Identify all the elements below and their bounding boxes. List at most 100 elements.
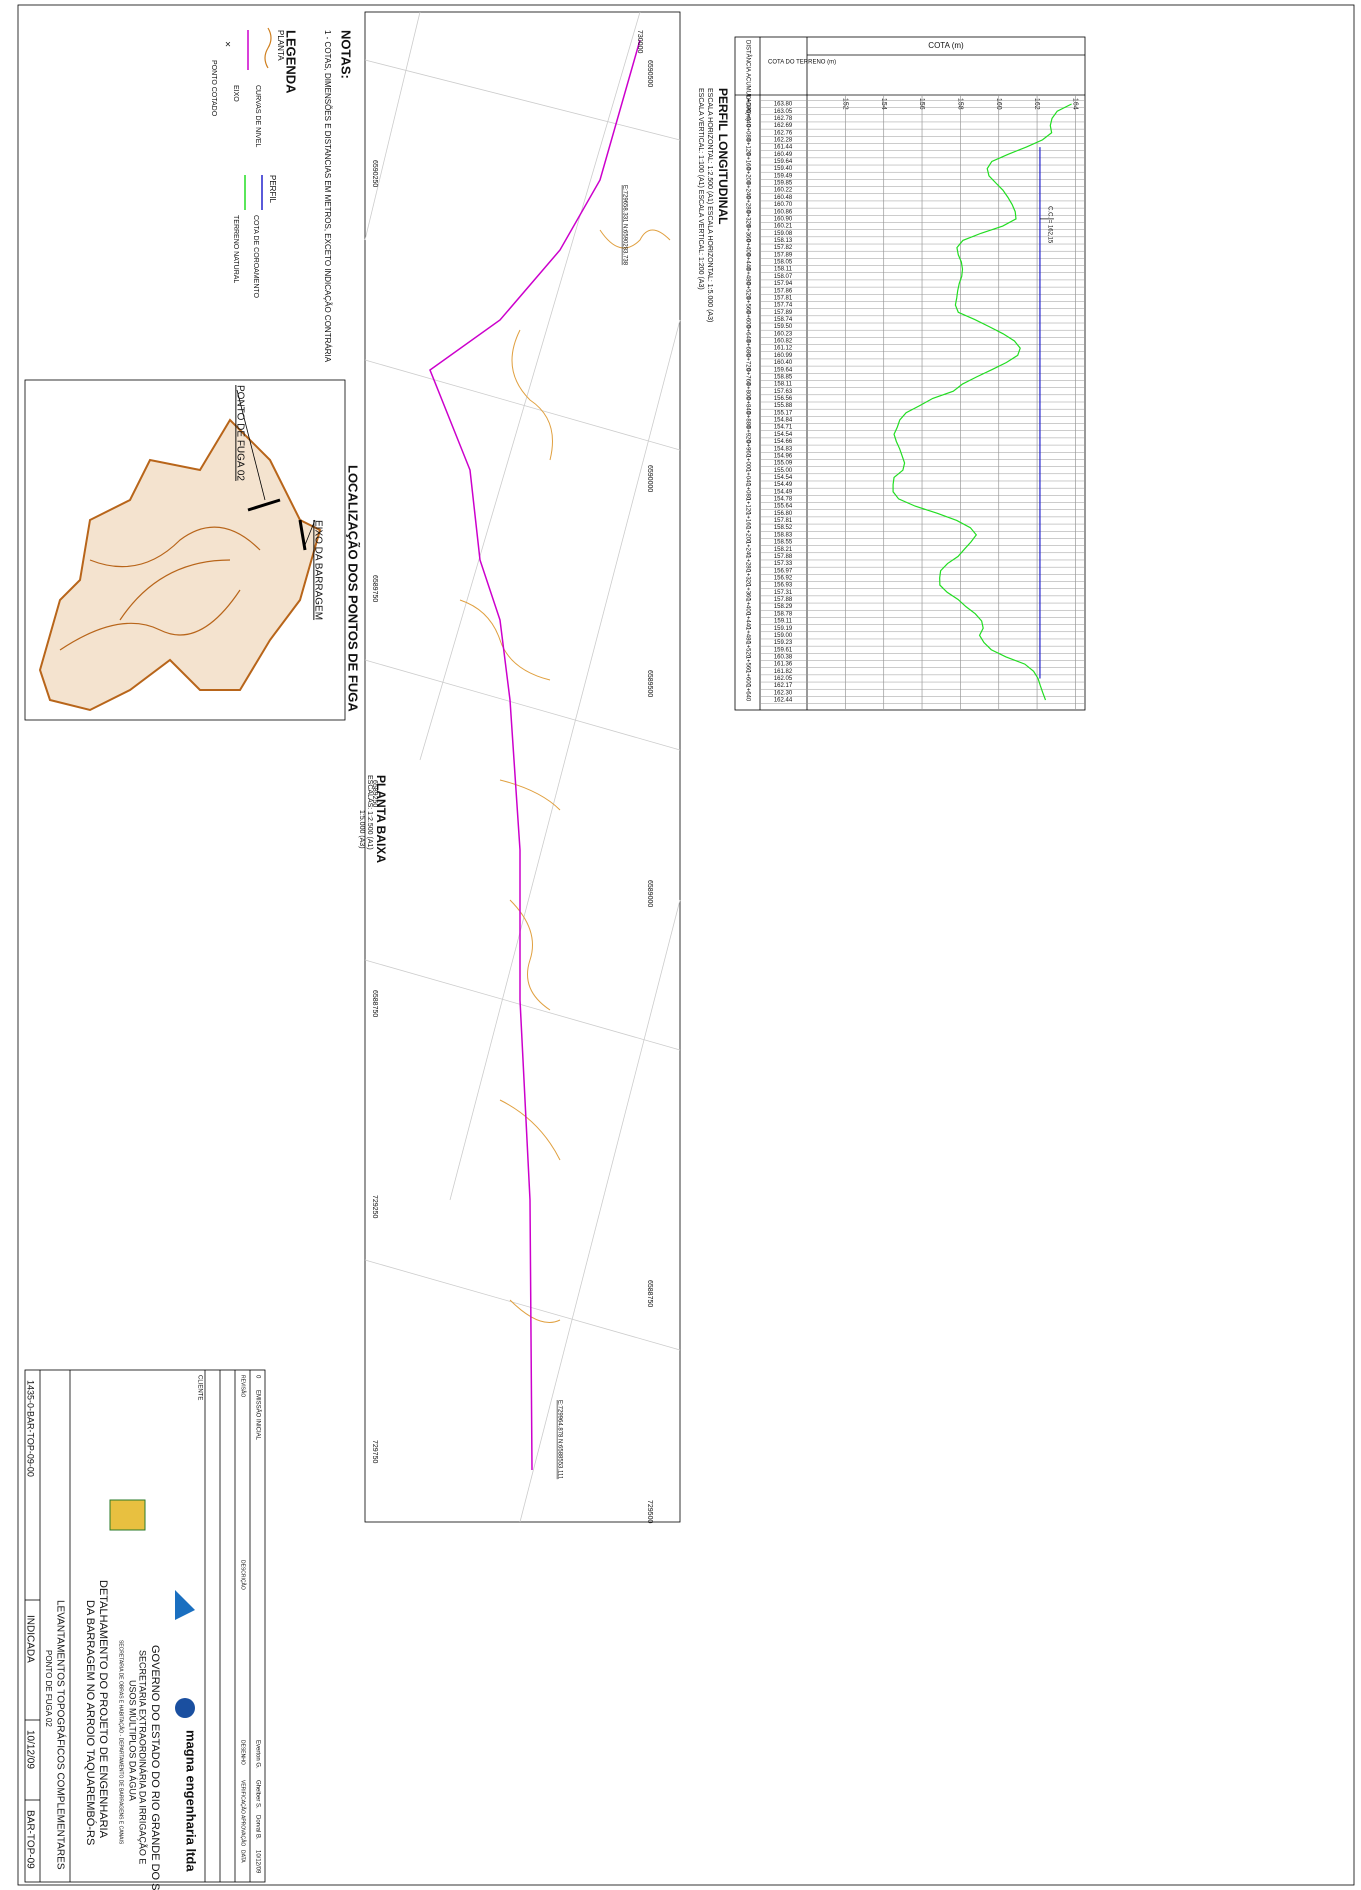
- terrain-value: 159.00: [774, 633, 793, 639]
- contour: [499, 779, 561, 811]
- terrain-value: 160.22: [774, 188, 793, 194]
- station-label: 1+080: [744, 483, 750, 501]
- station-label: 0+120: [744, 139, 750, 157]
- note-item: 1 - COTAS, DIMENSÕES E DISTANCIAS EM MET…: [323, 30, 332, 363]
- grid-coordinate: 6590000: [646, 465, 653, 492]
- terrain-value: 156.80: [774, 511, 793, 517]
- legend-title: LEGENDA: [284, 30, 299, 94]
- station-label: 0+800: [744, 383, 750, 401]
- plan-grid-line: [364, 1259, 681, 1351]
- plan-grid-line: [364, 359, 681, 451]
- terrain-value: 160.86: [774, 209, 793, 215]
- revision-header: DESCRIÇÃO: [240, 1560, 247, 1590]
- terrain-value: 158.11: [774, 382, 793, 388]
- station-label: 1+040: [744, 469, 750, 487]
- terrain-value: 155.88: [774, 403, 793, 409]
- terrain-value: 159.61: [774, 647, 793, 653]
- terrain-value: 162.17: [774, 683, 793, 689]
- station-label: 0+000: [744, 96, 750, 114]
- chart-subtitle: ESCALA HORIZONTAL: 1:2.500 (A1) ESCALA H…: [706, 88, 713, 322]
- station-label: 0+400: [744, 239, 750, 257]
- project: DA BARRAGEM NO ARROIO TAQUAREMBÓ-RS: [84, 1600, 97, 1845]
- legend-contour-symbol: [264, 27, 272, 69]
- station-label: 1+560: [744, 656, 750, 674]
- legend-heading: PERFIL: [268, 175, 277, 204]
- plan-grid-line: [364, 959, 681, 1051]
- station-label: 1+520: [744, 641, 750, 659]
- station-label: 0+960: [744, 440, 750, 458]
- contours: [459, 229, 671, 1323]
- revision-cell: Ghelber S.: [254, 1780, 260, 1809]
- revision-header: REVISÃO: [240, 1375, 247, 1397]
- terrain-value: 157.89: [774, 252, 793, 258]
- grid-coordinate: 6590500: [646, 60, 653, 87]
- project: DETALHAMENTO DO PROJETO DE ENGENHARIA: [97, 1580, 109, 1839]
- alignment-axis: [429, 39, 641, 1471]
- terrain-value: 157.81: [774, 295, 793, 301]
- station-label: 1+320: [744, 569, 750, 587]
- terrain-value: 160.90: [774, 216, 793, 222]
- plan-title: PLANTA BAIXA: [374, 775, 388, 863]
- terrain-value: 156.97: [774, 568, 793, 574]
- dam-marker: [298, 519, 307, 551]
- plan-scale: 1:5.000 (A3): [358, 810, 365, 849]
- point-marker: [247, 498, 281, 512]
- map-contours: [59, 526, 261, 651]
- terrain-value: 160.40: [774, 360, 793, 366]
- legend-entry: EIXO: [232, 85, 239, 102]
- terrain-value: 157.88: [774, 554, 793, 560]
- plan-grid-line: [364, 59, 681, 141]
- terrain-value: 160.70: [774, 202, 793, 208]
- terrain-value: 157.33: [774, 561, 793, 567]
- terrain-value: 159.40: [774, 166, 793, 172]
- terrain-value: 157.94: [774, 281, 793, 287]
- terrain-value: 157.74: [774, 303, 793, 309]
- chart-title: PERFIL LONGITUDINAL: [716, 88, 730, 224]
- terrain-value: 159.50: [774, 324, 793, 330]
- plan-grid-line: [519, 899, 681, 1523]
- terrain-value: 160.82: [774, 339, 793, 345]
- terrain-line: [892, 103, 1072, 701]
- terrain-value: 161.36: [774, 662, 793, 668]
- terrain-value: 159.19: [774, 626, 793, 632]
- station-label: 1+640: [744, 684, 750, 702]
- revision-header: VERIFICAÇÃO: [240, 1780, 247, 1814]
- terrain-value: 154.96: [774, 453, 793, 459]
- contour: [509, 899, 551, 1011]
- terrain-value: 154.66: [774, 439, 793, 445]
- secretariat: SECRETARIA DE OBRAS E HABITAÇÃO - DEPART…: [118, 1640, 125, 1845]
- station-label: 0+880: [744, 412, 750, 430]
- terrain-value: 157.89: [774, 310, 793, 316]
- terrain-value: 162.76: [774, 130, 793, 136]
- terrain-value: 159.64: [774, 367, 793, 373]
- terrain-value: 162.44: [774, 698, 793, 704]
- terrain-value: 158.11: [774, 267, 793, 273]
- station-label: 0+680: [744, 340, 750, 358]
- terrain-value: 156.56: [774, 396, 793, 402]
- grid-coordinate: 6588750: [646, 1280, 653, 1307]
- station-label: 1+600: [744, 670, 750, 688]
- legend-spot-symbol: ×: [225, 40, 231, 51]
- legend-entry: COTA DE COROAMENTO: [252, 215, 259, 299]
- revision-header: DATA: [240, 1850, 246, 1863]
- plan-grid-line: [364, 659, 681, 751]
- terrain-value: 158.29: [774, 604, 793, 610]
- terrain-value: 158.07: [774, 274, 793, 280]
- grid-coordinate: 6589000: [646, 880, 653, 907]
- terrain-value: 160.99: [774, 353, 793, 359]
- station-label: 0+560: [744, 297, 750, 315]
- terrain-value: 154.78: [774, 497, 793, 503]
- terrain-value: 162.69: [774, 123, 793, 129]
- terrain-value: 154.83: [774, 446, 793, 452]
- plan-grid-line: [419, 11, 641, 761]
- grid-coordinate: 729500: [646, 1500, 653, 1523]
- station-label: 0+520: [744, 282, 750, 300]
- station-label: 0+240: [744, 182, 750, 200]
- terrain-value: 158.78: [774, 611, 793, 617]
- terrain-value: 158.21: [774, 547, 793, 553]
- terrain-value: 160.49: [774, 152, 793, 158]
- client-label: CLIENTE: [196, 1375, 202, 1400]
- revision-cell: Everton G.: [254, 1740, 260, 1769]
- terrain-value: 163.80: [774, 102, 793, 108]
- chart-subtitle: ESCALA VERTICAL: 1:100 (A1) ESCALA VERTI…: [697, 88, 704, 290]
